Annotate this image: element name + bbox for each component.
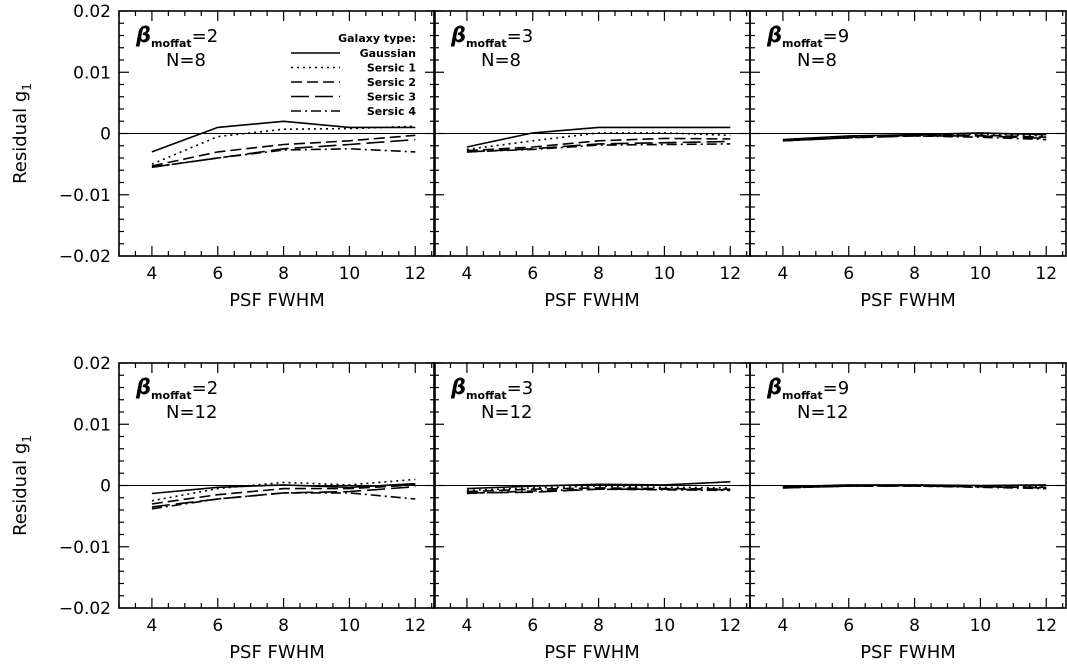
x-tick-label: 10 [970,616,992,636]
x-tick-label: 8 [278,264,289,284]
x-tick-label: 6 [527,264,538,284]
legend-label: Gaussian [360,47,416,60]
panel-n-label: N=8 [166,50,206,71]
legend-label: Sersic 2 [367,76,416,89]
panel-0-0: 4 6 8 10 12 −0.02 −0.01 0 0.01 0.02 Residual g1 PSF… [10,2,436,311]
x-tick-label: 4 [147,616,158,636]
legend-label: Sersic 3 [367,91,416,104]
panel-n-label: N=8 [481,50,521,71]
series-line-sersic-3 [151,485,416,508]
x-tick-label: 8 [909,616,920,636]
series-line-sersic-1 [151,478,416,502]
y-axis-title: Residual g1 [10,435,34,536]
series-line-sersic-2 [151,484,416,505]
x-axis-title: PSF FWHM [229,290,325,311]
y-tick-label: 0 [100,477,111,497]
series-line-gaussian [466,126,731,148]
series-line-sersic-2 [151,134,416,167]
series-line-sersic-3 [782,135,1047,142]
series-line-sersic-2 [466,487,731,493]
x-tick-label: 12 [719,264,741,284]
x-tick-label: 8 [593,616,604,636]
x-tick-label: 12 [1035,264,1057,284]
panel-0-1: 4 6 8 10 12 PSF FWHM βmoffat=3N=8 [433,10,751,311]
x-tick-label: 6 [527,616,538,636]
series-line-sersic-1 [466,132,731,151]
x-tick-label: 4 [462,616,473,636]
x-axis-title: PSF FWHM [229,642,325,663]
y-axis-title: Residual g1 [10,83,34,184]
legend-title: Galaxy type: [338,32,416,45]
panel-0-2: 4 6 8 10 12 PSF FWHM βmoffat=9N=8 [749,10,1067,311]
panel-n-label: N=8 [797,50,837,71]
x-tick-label: 8 [909,264,920,284]
panel-n-label: N=12 [481,402,532,423]
series-line-sersic-4 [782,135,1047,142]
panel-beta-label: βmoffat=9 [766,23,849,50]
y-tick-label: 0 [100,125,111,145]
x-tick-label: 6 [843,264,854,284]
series-line-sersic-2 [466,137,731,152]
x-tick-label: 12 [404,616,426,636]
panel-n-label: N=12 [797,402,848,423]
x-tick-label: 4 [147,264,158,284]
series-line-sersic-4 [466,143,731,153]
x-tick-label: 8 [278,616,289,636]
series-line-gaussian [151,120,416,153]
panel-1-1: 4 6 8 10 12 PSF FWHM βmoffat=3N=12 [433,362,751,663]
y-tick-label: −0.01 [59,186,111,206]
x-tick-label: 6 [212,616,223,636]
series-line-sersic-4 [466,488,731,495]
series-line-gaussian [151,482,416,495]
x-tick-label: 4 [462,264,473,284]
series-line-sersic-1 [466,485,731,492]
series-line-sersic-3 [466,488,731,494]
x-axis-title: PSF FWHM [860,642,956,663]
y-tick-label: 0.01 [73,415,111,435]
y-tick-label: −0.02 [59,247,111,267]
legend-label: Sersic 1 [367,62,416,75]
x-tick-label: 6 [212,264,223,284]
x-tick-label: 6 [843,616,854,636]
x-axis-title: PSF FWHM [544,290,640,311]
series-line-sersic-4 [151,147,416,168]
series-line-sersic-3 [466,140,731,153]
x-axis-title: PSF FWHM [860,290,956,311]
x-tick-label: 10 [339,616,361,636]
x-tick-label: 12 [404,264,426,284]
x-tick-label: 8 [593,264,604,284]
y-tick-label: 0.01 [73,63,111,83]
x-tick-label: 10 [970,264,992,284]
y-tick-label: −0.01 [59,538,111,558]
series-line-sersic-3 [151,138,416,168]
x-tick-label: 10 [654,264,676,284]
panel-beta-label: βmoffat=2 [135,23,218,50]
x-tick-label: 12 [719,616,741,636]
panel-1-0: 4 6 8 10 12 −0.02 −0.01 0 0.01 0.02 Residual g1 PSF… [10,354,436,663]
panel-beta-label: βmoffat=9 [766,375,849,402]
y-tick-label: −0.02 [59,599,111,619]
panel-beta-label: βmoffat=2 [135,375,218,402]
y-tick-label: 0.02 [73,2,111,22]
series-line-gaussian [466,481,731,490]
panel-beta-label: βmoffat=3 [450,375,533,402]
x-tick-label: 10 [654,616,676,636]
panel-n-label: N=12 [166,402,217,423]
x-tick-label: 4 [778,616,789,636]
legend-label: Sersic 4 [367,105,416,118]
x-tick-label: 10 [339,264,361,284]
x-tick-label: 12 [1035,616,1057,636]
panel-1-2: 4 6 8 10 12 PSF FWHM βmoffat=9N=12 [749,362,1067,663]
series-line-sersic-4 [782,485,1047,490]
series-line-sersic-4 [151,492,416,510]
panel-beta-label: βmoffat=3 [450,23,533,50]
y-tick-label: 0.02 [73,354,111,374]
x-axis-title: PSF FWHM [544,642,640,663]
x-tick-label: 4 [778,264,789,284]
series-line-sersic-3 [782,485,1047,489]
series-line-sersic-1 [782,133,1047,141]
